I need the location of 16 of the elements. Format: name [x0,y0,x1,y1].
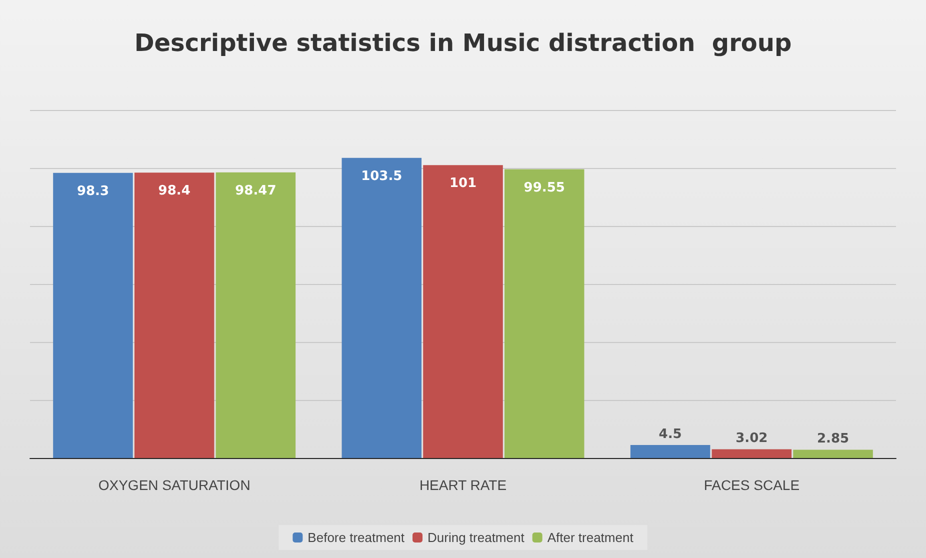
data-label: 103.5 [361,168,402,184]
legend-label: During treatment [428,530,525,545]
data-label: 101 [449,176,477,192]
data-label: 98.3 [76,184,110,199]
data-label: 2.85 [816,432,850,447]
data-label: 4.5 [658,426,682,442]
x-tick-label: OXYGEN SATURATION [98,477,250,493]
legend-label: After treatment [547,530,634,545]
data-label: 3.02 [736,431,768,446]
data-label: 98.4 [158,184,190,199]
data-label: 98.47 [235,183,276,198]
x-tick-label: FACES SCALE [704,477,800,493]
x-tick-label: HEART RATE [419,477,507,493]
chart-title: Descriptive statistics in Music distraction group [134,29,792,57]
data-label: 99.55 [524,180,565,196]
legend-label: Before treatment [308,530,405,545]
